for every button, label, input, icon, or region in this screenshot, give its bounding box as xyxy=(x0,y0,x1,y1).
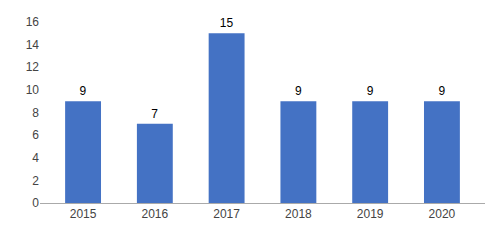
svg-text:2015: 2015 xyxy=(70,207,97,221)
svg-text:16: 16 xyxy=(26,15,40,29)
svg-text:7: 7 xyxy=(151,107,158,121)
svg-text:4: 4 xyxy=(32,151,39,165)
svg-text:2: 2 xyxy=(32,174,39,188)
svg-text:2016: 2016 xyxy=(141,207,168,221)
svg-text:9: 9 xyxy=(295,84,302,98)
svg-text:8: 8 xyxy=(32,106,39,120)
svg-text:15: 15 xyxy=(220,16,234,30)
svg-text:6: 6 xyxy=(32,128,39,142)
svg-text:2019: 2019 xyxy=(357,207,384,221)
svg-text:9: 9 xyxy=(367,84,374,98)
svg-text:9: 9 xyxy=(80,84,87,98)
svg-text:14: 14 xyxy=(26,38,40,52)
svg-text:2018: 2018 xyxy=(285,207,312,221)
svg-text:0: 0 xyxy=(32,196,39,210)
svg-text:10: 10 xyxy=(26,83,40,97)
svg-text:2020: 2020 xyxy=(429,207,456,221)
svg-text:2017: 2017 xyxy=(213,207,240,221)
svg-text:12: 12 xyxy=(26,60,40,74)
svg-text:9: 9 xyxy=(438,84,445,98)
